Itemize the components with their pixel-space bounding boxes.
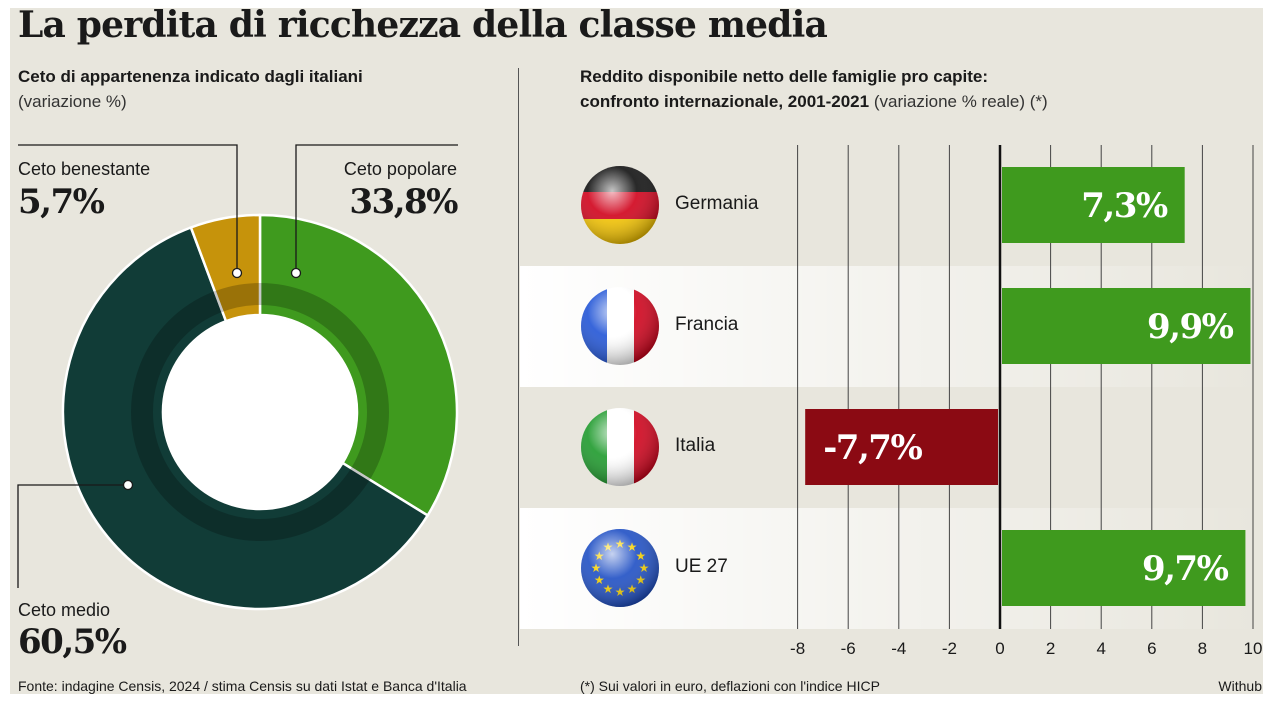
donut-heading: Ceto di appartenenza indicato dagli ital… — [18, 64, 363, 89]
flag-italy-icon — [581, 408, 659, 486]
category-label: Francia — [675, 314, 739, 335]
x-tick-label: -6 — [841, 639, 856, 658]
x-tick-label: -2 — [942, 639, 957, 658]
bars-heading-line2: confronto internazionale, 2001-2021 (var… — [580, 89, 1048, 114]
leader-line-medio — [17, 484, 128, 588]
donut-heading-text: Ceto di appartenenza indicato dagli ital… — [18, 67, 363, 86]
leader-dot-medio — [122, 479, 134, 491]
leader-dot-benestante — [231, 267, 243, 279]
donut-slice-medio — [61, 225, 430, 611]
category-label: UE 27 — [675, 556, 728, 577]
footer-credit: Withub — [1218, 678, 1262, 694]
donut-inner-shadow — [131, 283, 389, 541]
x-tick-label: 0 — [995, 639, 1004, 658]
bar-ue-27 — [1002, 530, 1246, 606]
slice-label-benestante: Ceto benestante — [18, 159, 151, 179]
bar-francia — [1002, 288, 1251, 364]
bar-data-label: 9,9% — [1147, 307, 1234, 347]
donut-hole — [164, 316, 356, 508]
slice-value-medio: 60,5% — [18, 622, 127, 662]
x-tick-label: 6 — [1147, 639, 1156, 658]
leader-line-popolare — [295, 144, 458, 273]
bars-heading-line2-note: (variazione % reale) (*) — [873, 92, 1048, 111]
x-tick-label: 10 — [1244, 639, 1263, 658]
footer-source: Fonte: indagine Censis, 2024 / stima Cen… — [18, 678, 467, 694]
bars-heading-line2-bold: confronto internazionale, 2001-2021 — [580, 92, 870, 111]
x-tick-label: -8 — [790, 639, 805, 658]
donut-slice-benestante — [189, 213, 262, 323]
slice-label-medio: Ceto medio — [18, 600, 111, 620]
x-tick-label: 8 — [1198, 639, 1207, 658]
bars-heading-line1-text: Reddito disponibile netto delle famiglie… — [580, 67, 989, 86]
bar-italia — [805, 409, 998, 485]
page-title: La perdita di ricchezza della classe med… — [18, 4, 828, 46]
flag-eu-icon: ★★★★★★★★★★★★ — [581, 529, 659, 607]
donut-chart — [17, 144, 459, 611]
leader-line-benestante — [18, 144, 238, 273]
leader-dot-popolare — [290, 267, 302, 279]
section-divider — [518, 68, 519, 646]
x-tick-label: -4 — [891, 639, 906, 658]
bar-data-label: 7,3% — [1081, 186, 1168, 226]
donut-subheading: (variazione %) — [18, 92, 127, 111]
footer-note: (*) Sui valori in euro, deflazioni con l… — [580, 678, 880, 694]
bars-heading-line1: Reddito disponibile netto delle famiglie… — [580, 64, 988, 89]
x-tick-label: 4 — [1096, 639, 1105, 658]
flag-france-icon — [581, 287, 659, 365]
bar-data-label: 9,7% — [1142, 549, 1229, 589]
category-label: Germania — [675, 193, 759, 214]
category-label: Italia — [675, 435, 716, 456]
x-tick-label: 2 — [1046, 639, 1055, 658]
donut-slice-popolare — [258, 213, 459, 518]
bar-data-label: -7,7% — [823, 428, 922, 468]
slice-value-popolare: 33,8% — [349, 182, 458, 222]
slice-label-popolare: Ceto popolare — [343, 159, 457, 179]
bar-germania — [1002, 167, 1185, 243]
slice-value-benestante: 5,7% — [18, 182, 105, 222]
flag-germany-icon — [581, 166, 659, 244]
